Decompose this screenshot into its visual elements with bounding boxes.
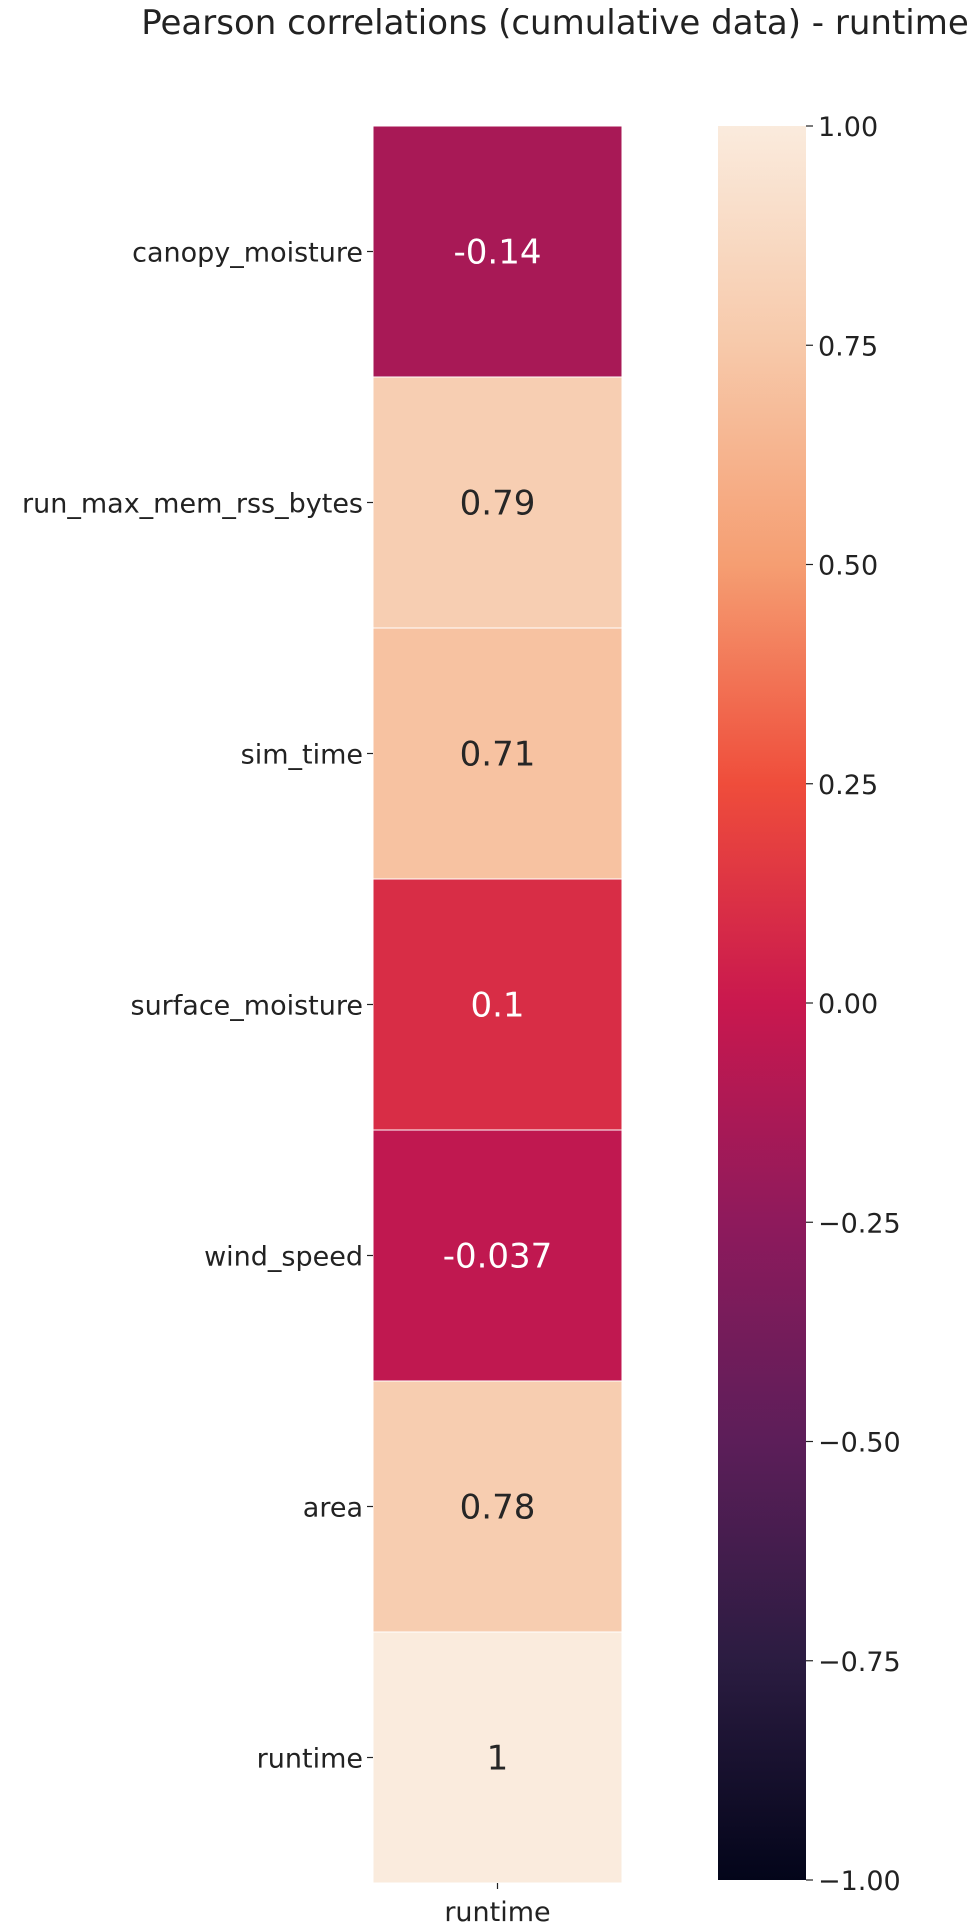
heatmap-cell — [372, 1380, 623, 1633]
cell-value-label: 0.78 — [460, 1488, 536, 1528]
y-tick-label: area — [303, 1493, 363, 1524]
cell-value-label: 0.1 — [470, 986, 524, 1026]
colorbar-tick-label: 0.50 — [818, 551, 878, 582]
heatmap-cell — [372, 878, 623, 1131]
y-tick-label: runtime — [257, 1744, 363, 1775]
y-tick-label: surface_moisture — [131, 991, 364, 1022]
heatmap-cell — [372, 376, 623, 629]
y-tick-label: wind_speed — [204, 1242, 363, 1273]
y-tick-label: canopy_moisture — [132, 238, 363, 269]
heatmap-cell — [372, 627, 623, 880]
colorbar-tick-label: 0.75 — [818, 331, 878, 362]
cell-value-label: -0.14 — [454, 233, 542, 273]
colorbar-tick-label: 0.00 — [818, 989, 878, 1020]
colorbar: 1.00 0.75 0.50 0.25 0.00 −0.25 −0.50 −0.75 −1.00 — [718, 112, 901, 1897]
cell-value-label: 0.71 — [460, 735, 536, 775]
heatmap-cells: -0.14 0.79 0.71 0.1 -0.037 0.78 1 — [372, 125, 623, 1884]
chart-title: Pearson correlations (cumulative data) -… — [141, 3, 969, 43]
x-tick-label: runtime — [444, 1897, 550, 1924]
colorbar-tick-label: −0.50 — [818, 1428, 901, 1459]
cell-value-label: 0.79 — [460, 484, 536, 524]
colorbar-tick-label: −0.25 — [818, 1208, 901, 1239]
colorbar-tick-label: 0.25 — [818, 770, 878, 801]
x-axis-ticks: runtime — [444, 1883, 551, 1924]
heatmap-cell — [372, 1631, 623, 1884]
heatmap-cell — [372, 125, 623, 378]
colorbar-tick-label: 1.00 — [818, 112, 878, 143]
colorbar-gradient — [718, 126, 806, 1880]
colorbar-tick-label: −0.75 — [818, 1647, 901, 1678]
y-tick-label: sim_time — [241, 740, 363, 771]
heatmap-cell — [372, 1129, 623, 1382]
colorbar-tick-label: −1.00 — [818, 1866, 901, 1897]
cell-value-label: 1 — [487, 1739, 509, 1779]
y-tick-label: run_max_mem_rss_bytes — [22, 489, 363, 520]
y-axis-ticks: canopy_moisture run_max_mem_rss_bytes sim_… — [22, 238, 373, 1775]
cell-value-label: -0.037 — [443, 1237, 553, 1277]
